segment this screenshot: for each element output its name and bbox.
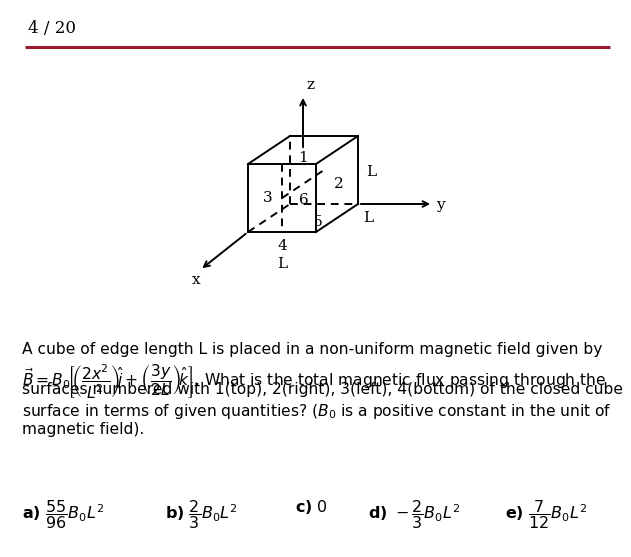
Text: A cube of edge length L is placed in a non-uniform magnetic field given by: A cube of edge length L is placed in a n… — [22, 342, 603, 357]
Text: 1: 1 — [298, 151, 308, 165]
Text: 5: 5 — [314, 215, 322, 229]
Text: 2: 2 — [334, 177, 344, 191]
Text: $\mathbf{e)}\ \dfrac{7}{12}B_0L^2$: $\mathbf{e)}\ \dfrac{7}{12}B_0L^2$ — [505, 498, 587, 531]
Text: 4: 4 — [277, 239, 287, 253]
Text: L: L — [363, 211, 373, 225]
Text: $\mathbf{a)}\ \dfrac{55}{96}B_0L^2$: $\mathbf{a)}\ \dfrac{55}{96}B_0L^2$ — [22, 498, 104, 531]
Text: 3: 3 — [263, 191, 273, 205]
Text: $\vec{B} = B_0\!\left[\!\left(\dfrac{2x^2}{L^2}\right)\!\hat{j} + \left(\dfrac{3: $\vec{B} = B_0\!\left[\!\left(\dfrac{2x^… — [22, 362, 606, 400]
Text: x: x — [192, 273, 201, 287]
Text: $\mathbf{d)}\ -\dfrac{2}{3}B_0L^2$: $\mathbf{d)}\ -\dfrac{2}{3}B_0L^2$ — [368, 498, 461, 531]
Text: z: z — [306, 78, 314, 92]
Text: magnetic field).: magnetic field). — [22, 422, 144, 437]
Text: $\mathbf{c)}\ 0$: $\mathbf{c)}\ 0$ — [295, 498, 328, 516]
Text: 4 / 20: 4 / 20 — [28, 20, 76, 37]
Text: surfaces numbered with 1(top), 2(right), 3(left), 4(bottom) of the closed cube: surfaces numbered with 1(top), 2(right),… — [22, 382, 623, 397]
Text: 6: 6 — [299, 193, 309, 207]
Text: L: L — [366, 165, 376, 179]
Text: $\mathbf{b)}\ \dfrac{2}{3}B_0L^2$: $\mathbf{b)}\ \dfrac{2}{3}B_0L^2$ — [165, 498, 238, 531]
Text: L: L — [277, 257, 287, 271]
Text: y: y — [436, 198, 445, 212]
Text: surface in terms of given quantities? ($B_0$ is a positive constant in the unit : surface in terms of given quantities? ($… — [22, 402, 611, 421]
